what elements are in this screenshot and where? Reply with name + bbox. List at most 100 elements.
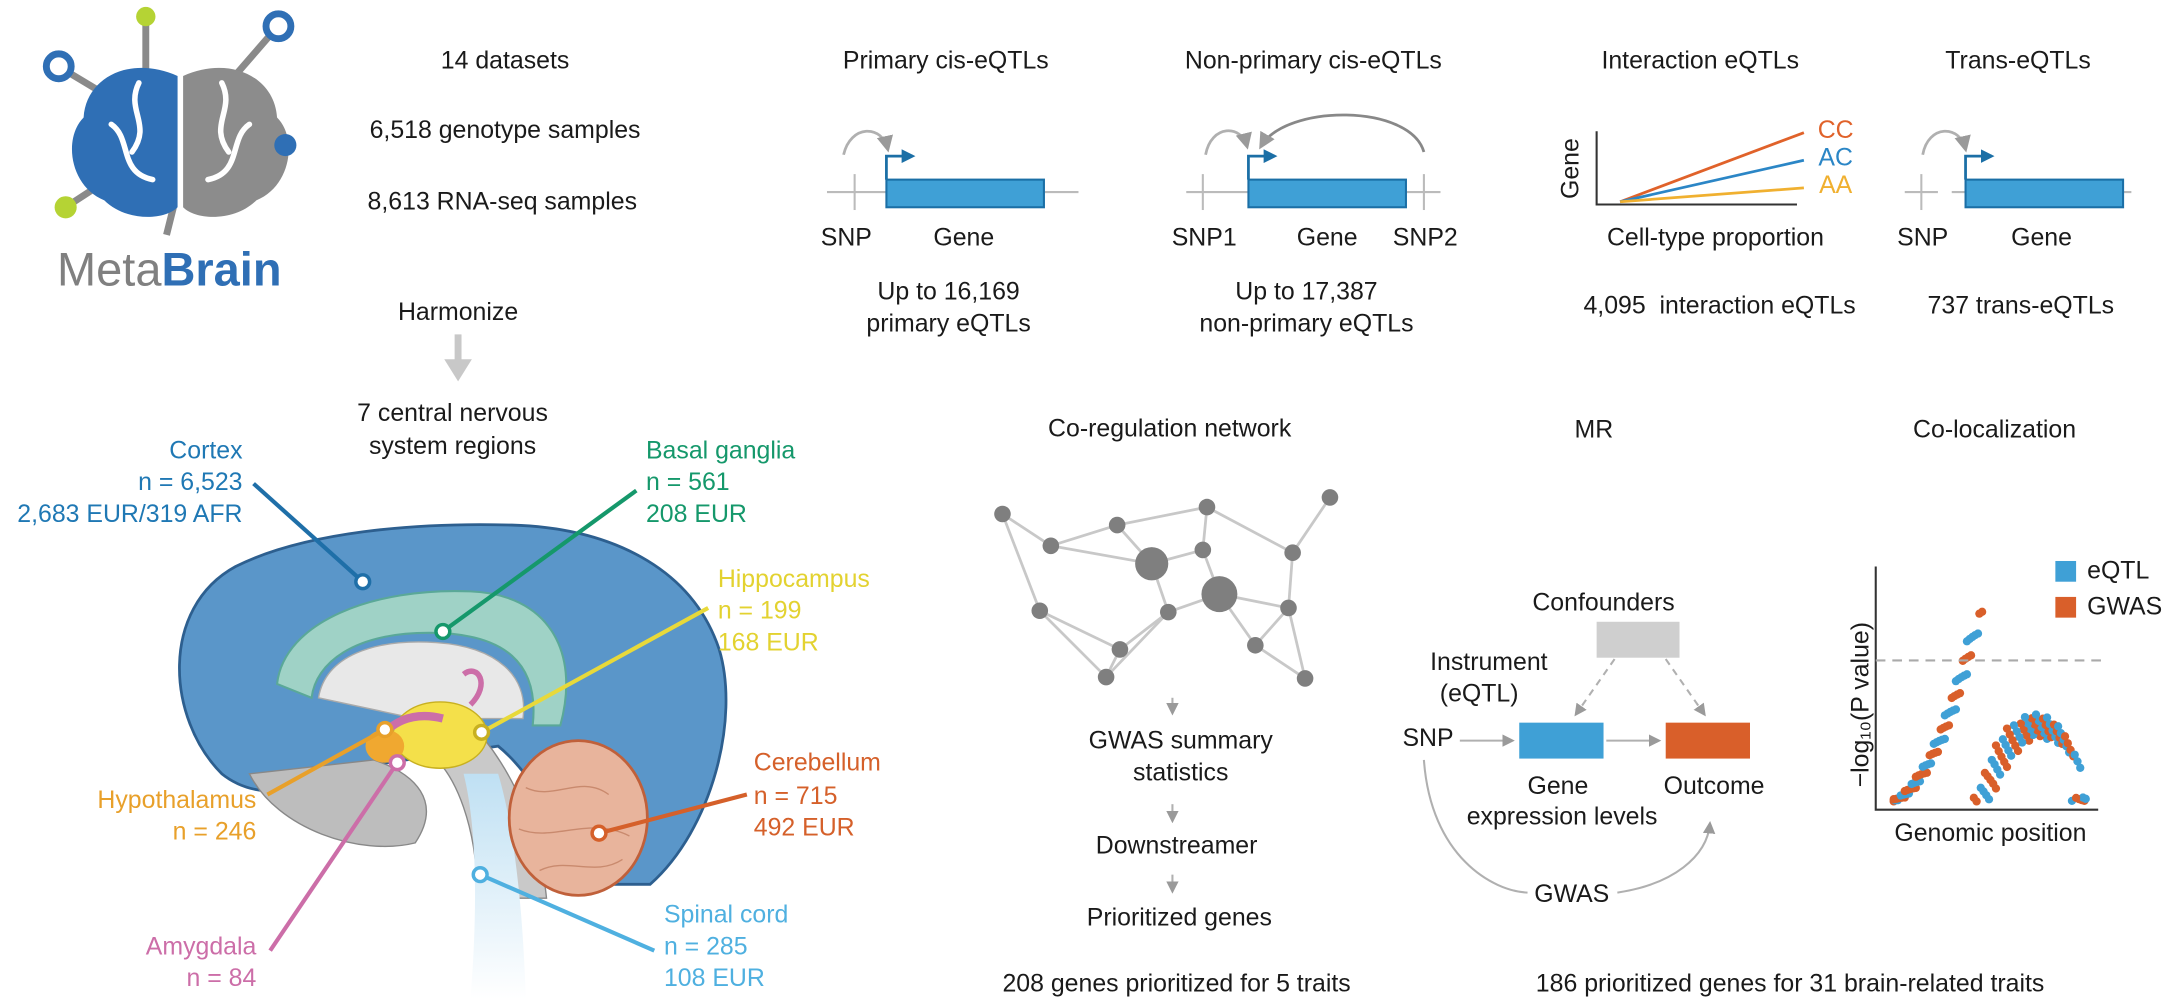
region-n: n = 561 <box>646 468 730 496</box>
region-name: Cerebellum <box>754 749 881 777</box>
network-edge <box>1001 512 1052 547</box>
outcome-box <box>1665 722 1750 759</box>
legend-label: eQTL <box>2087 557 2149 585</box>
confounders-box <box>1596 621 1680 658</box>
shape <box>275 590 568 727</box>
shape <box>54 196 77 219</box>
shape <box>252 482 365 584</box>
instrument-label: Instrument <box>1430 648 1548 676</box>
scatter-point <box>1925 751 1934 760</box>
network-node <box>1296 670 1314 687</box>
shape <box>1595 131 1797 206</box>
scatter-point <box>1969 793 1978 802</box>
axis-label: Gene <box>1556 138 1584 199</box>
regions-title: 7 central nervous <box>357 399 548 427</box>
shape <box>365 729 405 763</box>
exposure-box <box>1519 722 1604 759</box>
shape <box>1259 113 1426 153</box>
network-node <box>994 505 1011 523</box>
scatter-point <box>2053 722 2063 731</box>
scatter-point <box>1918 762 1927 771</box>
shape <box>434 622 452 641</box>
scatter-point <box>1900 786 1909 796</box>
legend-swatch <box>2055 596 2077 618</box>
scatter-point <box>1975 609 1984 618</box>
network-node <box>1031 602 1049 620</box>
region-name: Cortex <box>169 436 243 464</box>
confounders-label: Confounders <box>1532 588 1674 616</box>
snp-label: SNP1 <box>1172 224 1237 252</box>
shape <box>1204 129 1252 156</box>
shape <box>262 10 295 43</box>
panel-title: Non-primary cis-eQTLs <box>1185 47 1442 75</box>
network-edge <box>1287 552 1295 609</box>
snp-label: SNP2 <box>1393 224 1458 252</box>
panel-title: Trans-eQTLs <box>1945 47 2091 75</box>
network-edge <box>1050 523 1118 548</box>
network-node <box>1159 603 1177 621</box>
regions-title: system regions <box>369 432 536 460</box>
shape <box>842 129 893 156</box>
result: Up to 17,387 <box>1235 277 1377 305</box>
shape <box>1620 186 1804 204</box>
region-name: Amygdala <box>146 932 257 960</box>
shape <box>376 720 394 739</box>
scatter-point <box>2020 712 2030 722</box>
result: non-primary eQTLs <box>1199 309 1413 337</box>
shape <box>472 723 491 741</box>
scatter-point <box>2076 763 2085 772</box>
shape <box>1422 759 1710 894</box>
shape <box>1574 658 1616 717</box>
network-node <box>1284 544 1301 561</box>
scatter-point <box>1980 768 1990 778</box>
network-node <box>1194 541 1212 559</box>
network-node <box>1108 516 1126 534</box>
axis-label: −log₁₀(P value) <box>1846 622 1874 787</box>
network-edge <box>1254 644 1306 680</box>
shape <box>590 824 608 842</box>
instrument-label: (eQTL) <box>1440 680 1519 708</box>
shape <box>42 50 75 83</box>
result: 4,095 interaction eQTLs <box>1583 291 1855 319</box>
shape <box>1921 129 1971 156</box>
scatter-point <box>2042 713 2052 722</box>
scatter-point <box>1940 711 1949 720</box>
outcome-label: Outcome <box>1664 772 1765 800</box>
network-node <box>1135 547 1169 581</box>
network-edge <box>1039 609 1121 651</box>
scatter-point <box>1911 772 1920 781</box>
logo-meta: Meta <box>57 243 162 296</box>
scatter-point <box>2016 719 2025 728</box>
logo-text: MetaBrain <box>57 243 281 296</box>
network-node <box>1111 641 1129 658</box>
scatter-point <box>1987 755 1996 765</box>
region-n: n = 246 <box>173 818 257 846</box>
network-node <box>1042 537 1060 555</box>
gene-label: Gene <box>1297 224 1358 252</box>
step: Downstreamer <box>1096 832 1258 860</box>
scatter-point <box>2060 732 2070 741</box>
shape <box>108 121 156 183</box>
shape <box>598 792 748 836</box>
region-n: n = 285 <box>664 932 748 960</box>
scatter-point <box>1929 739 1938 749</box>
exposure-label: expression levels <box>1467 803 1658 831</box>
snp-label: SNP <box>821 224 872 252</box>
scatter-point <box>2002 724 2012 733</box>
genotype: CC <box>1818 116 1854 144</box>
region-ancestry: 492 EUR <box>754 814 855 842</box>
shape <box>507 739 649 897</box>
shape <box>252 482 748 953</box>
shape <box>266 727 386 797</box>
region-ancestry: 108 EUR <box>664 964 765 992</box>
shape <box>1247 149 1278 180</box>
result: primary eQTLs <box>866 309 1030 337</box>
region-n: n = 84 <box>187 964 257 992</box>
shape <box>392 701 488 769</box>
network-node <box>1198 498 1216 516</box>
network-node <box>1321 489 1339 506</box>
network-node <box>1201 576 1238 613</box>
scatter-point <box>1991 741 2001 750</box>
scatter-point <box>2031 710 2041 719</box>
